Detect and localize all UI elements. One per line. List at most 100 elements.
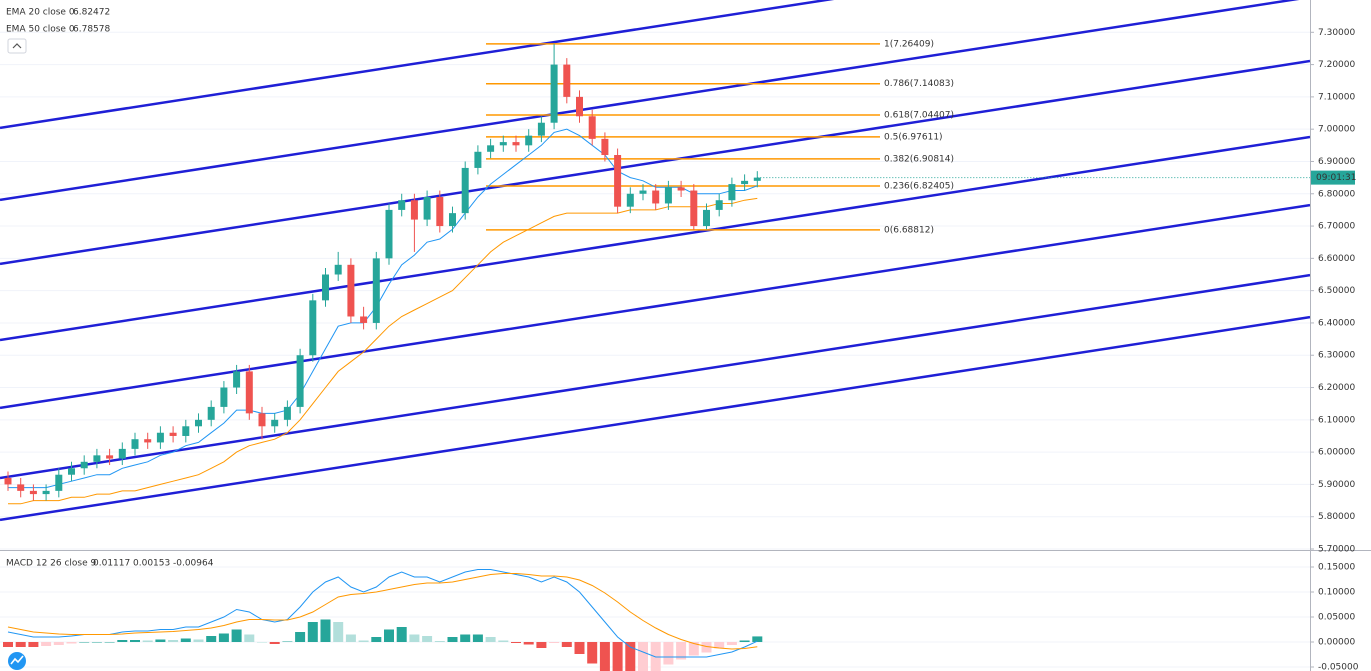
- legend-ema50: EMA 50 close 0: [6, 25, 75, 35]
- candle-body: [576, 96, 583, 117]
- histogram-bar: [295, 632, 306, 642]
- candle-body: [182, 426, 190, 436]
- candle-body: [68, 468, 75, 475]
- histogram-bar: [726, 642, 737, 645]
- logo-mark: [10, 655, 24, 665]
- channel-line: [0, 0, 835, 130]
- histogram-bar: [384, 629, 394, 642]
- y-tick-label: 6.50000: [1318, 286, 1355, 296]
- histogram-bar: [549, 642, 560, 643]
- candle-body: [93, 455, 101, 462]
- candle-body: [144, 439, 152, 443]
- histogram-bar: [472, 634, 483, 642]
- candle-body: [296, 355, 304, 407]
- histogram-bar: [587, 642, 598, 664]
- candle-body: [156, 432, 164, 443]
- candle-body: [334, 264, 342, 275]
- candle-body: [461, 167, 469, 214]
- y-tick-label: 7.30000: [1318, 28, 1355, 38]
- candle-body: [322, 274, 329, 301]
- candle-body: [537, 122, 545, 136]
- histogram-bar: [320, 619, 331, 642]
- candle-body: [233, 371, 241, 388]
- countdown: 09:01:31: [1316, 173, 1356, 183]
- candle-body: [220, 387, 228, 407]
- fib-label: 0.786(7.14083): [884, 79, 954, 89]
- histogram-bar: [168, 640, 179, 642]
- candle-body: [436, 196, 444, 227]
- candle-body: [271, 419, 279, 427]
- channel-line: [0, 315, 1310, 522]
- histogram-bar: [193, 639, 204, 642]
- histogram-bar: [752, 636, 763, 642]
- y-tick-label: 5.80000: [1318, 512, 1355, 522]
- histogram-bar: [104, 642, 115, 643]
- legend-macd: MACD 12 26 close 9: [6, 559, 97, 569]
- candle-body: [169, 432, 177, 436]
- candle-body: [474, 151, 482, 168]
- candle-body: [360, 316, 368, 323]
- histogram-bar: [498, 640, 509, 642]
- candle-body: [42, 490, 50, 495]
- histogram-bar: [485, 637, 496, 642]
- channel-line: [0, 0, 1300, 202]
- candle-body: [118, 448, 126, 459]
- macd-pane: [3, 569, 763, 671]
- fib-label: 0.5(6.97611): [884, 132, 943, 142]
- fib-label: 0.618(7.04407): [884, 110, 954, 120]
- y-tick-label: 6.90000: [1318, 157, 1355, 167]
- candle-body: [106, 455, 114, 459]
- candle-body: [550, 64, 558, 123]
- histogram-bar: [218, 633, 229, 642]
- legend-macd-signal: -0.00964: [173, 559, 214, 569]
- candle-body: [741, 180, 749, 185]
- collapse-button[interactable]: [7, 38, 27, 54]
- histogram-bar: [371, 637, 382, 642]
- histogram-bar: [282, 641, 293, 642]
- y-tick-label: 6.30000: [1318, 351, 1355, 361]
- histogram-bar: [155, 639, 166, 642]
- histogram-bar: [739, 640, 750, 642]
- histogram-bar: [180, 638, 191, 642]
- histogram-bar: [3, 642, 13, 647]
- trend-channel: [0, 0, 1310, 522]
- candle-body: [309, 300, 317, 356]
- candle-body: [80, 461, 88, 469]
- histogram-bar: [536, 642, 547, 648]
- y-tick-label: 0.00000: [1318, 638, 1355, 648]
- channel-line: [0, 273, 1310, 480]
- candle-body: [652, 190, 660, 204]
- histogram-bar: [79, 642, 90, 643]
- y-tick-label: 5.90000: [1318, 480, 1355, 490]
- histogram-bar: [15, 642, 26, 647]
- histogram-bar: [422, 636, 433, 642]
- candle-body: [55, 474, 63, 491]
- ema-line: [8, 197, 758, 505]
- candle-body: [690, 190, 698, 227]
- candle-body: [385, 209, 393, 259]
- candle-body: [207, 406, 215, 420]
- candle-body: [563, 64, 571, 97]
- price-axis: 7.30000 7.20000 7.10000 7.00000 6.90000 6.800…: [1310, 28, 1359, 671]
- candle-body: [614, 155, 622, 207]
- candle-body: [626, 193, 634, 207]
- histogram-bar: [345, 634, 356, 642]
- y-tick-label: 0.05000: [1318, 613, 1355, 623]
- histogram-bar: [511, 642, 521, 643]
- candle-body: [410, 200, 418, 220]
- candle-body: [131, 439, 139, 449]
- candle-body: [283, 406, 291, 420]
- candle-body: [588, 116, 596, 139]
- histogram-bar: [333, 622, 344, 642]
- histogram-bar: [523, 642, 534, 645]
- histogram-bar: [307, 622, 318, 642]
- logo[interactable]: [8, 652, 26, 670]
- candle-body: [639, 190, 647, 194]
- candle-body: [449, 213, 456, 227]
- histogram-bar: [41, 642, 52, 646]
- histogram-bar: [358, 640, 369, 642]
- histogram-bar: [28, 642, 39, 647]
- channel-line: [0, 203, 1310, 410]
